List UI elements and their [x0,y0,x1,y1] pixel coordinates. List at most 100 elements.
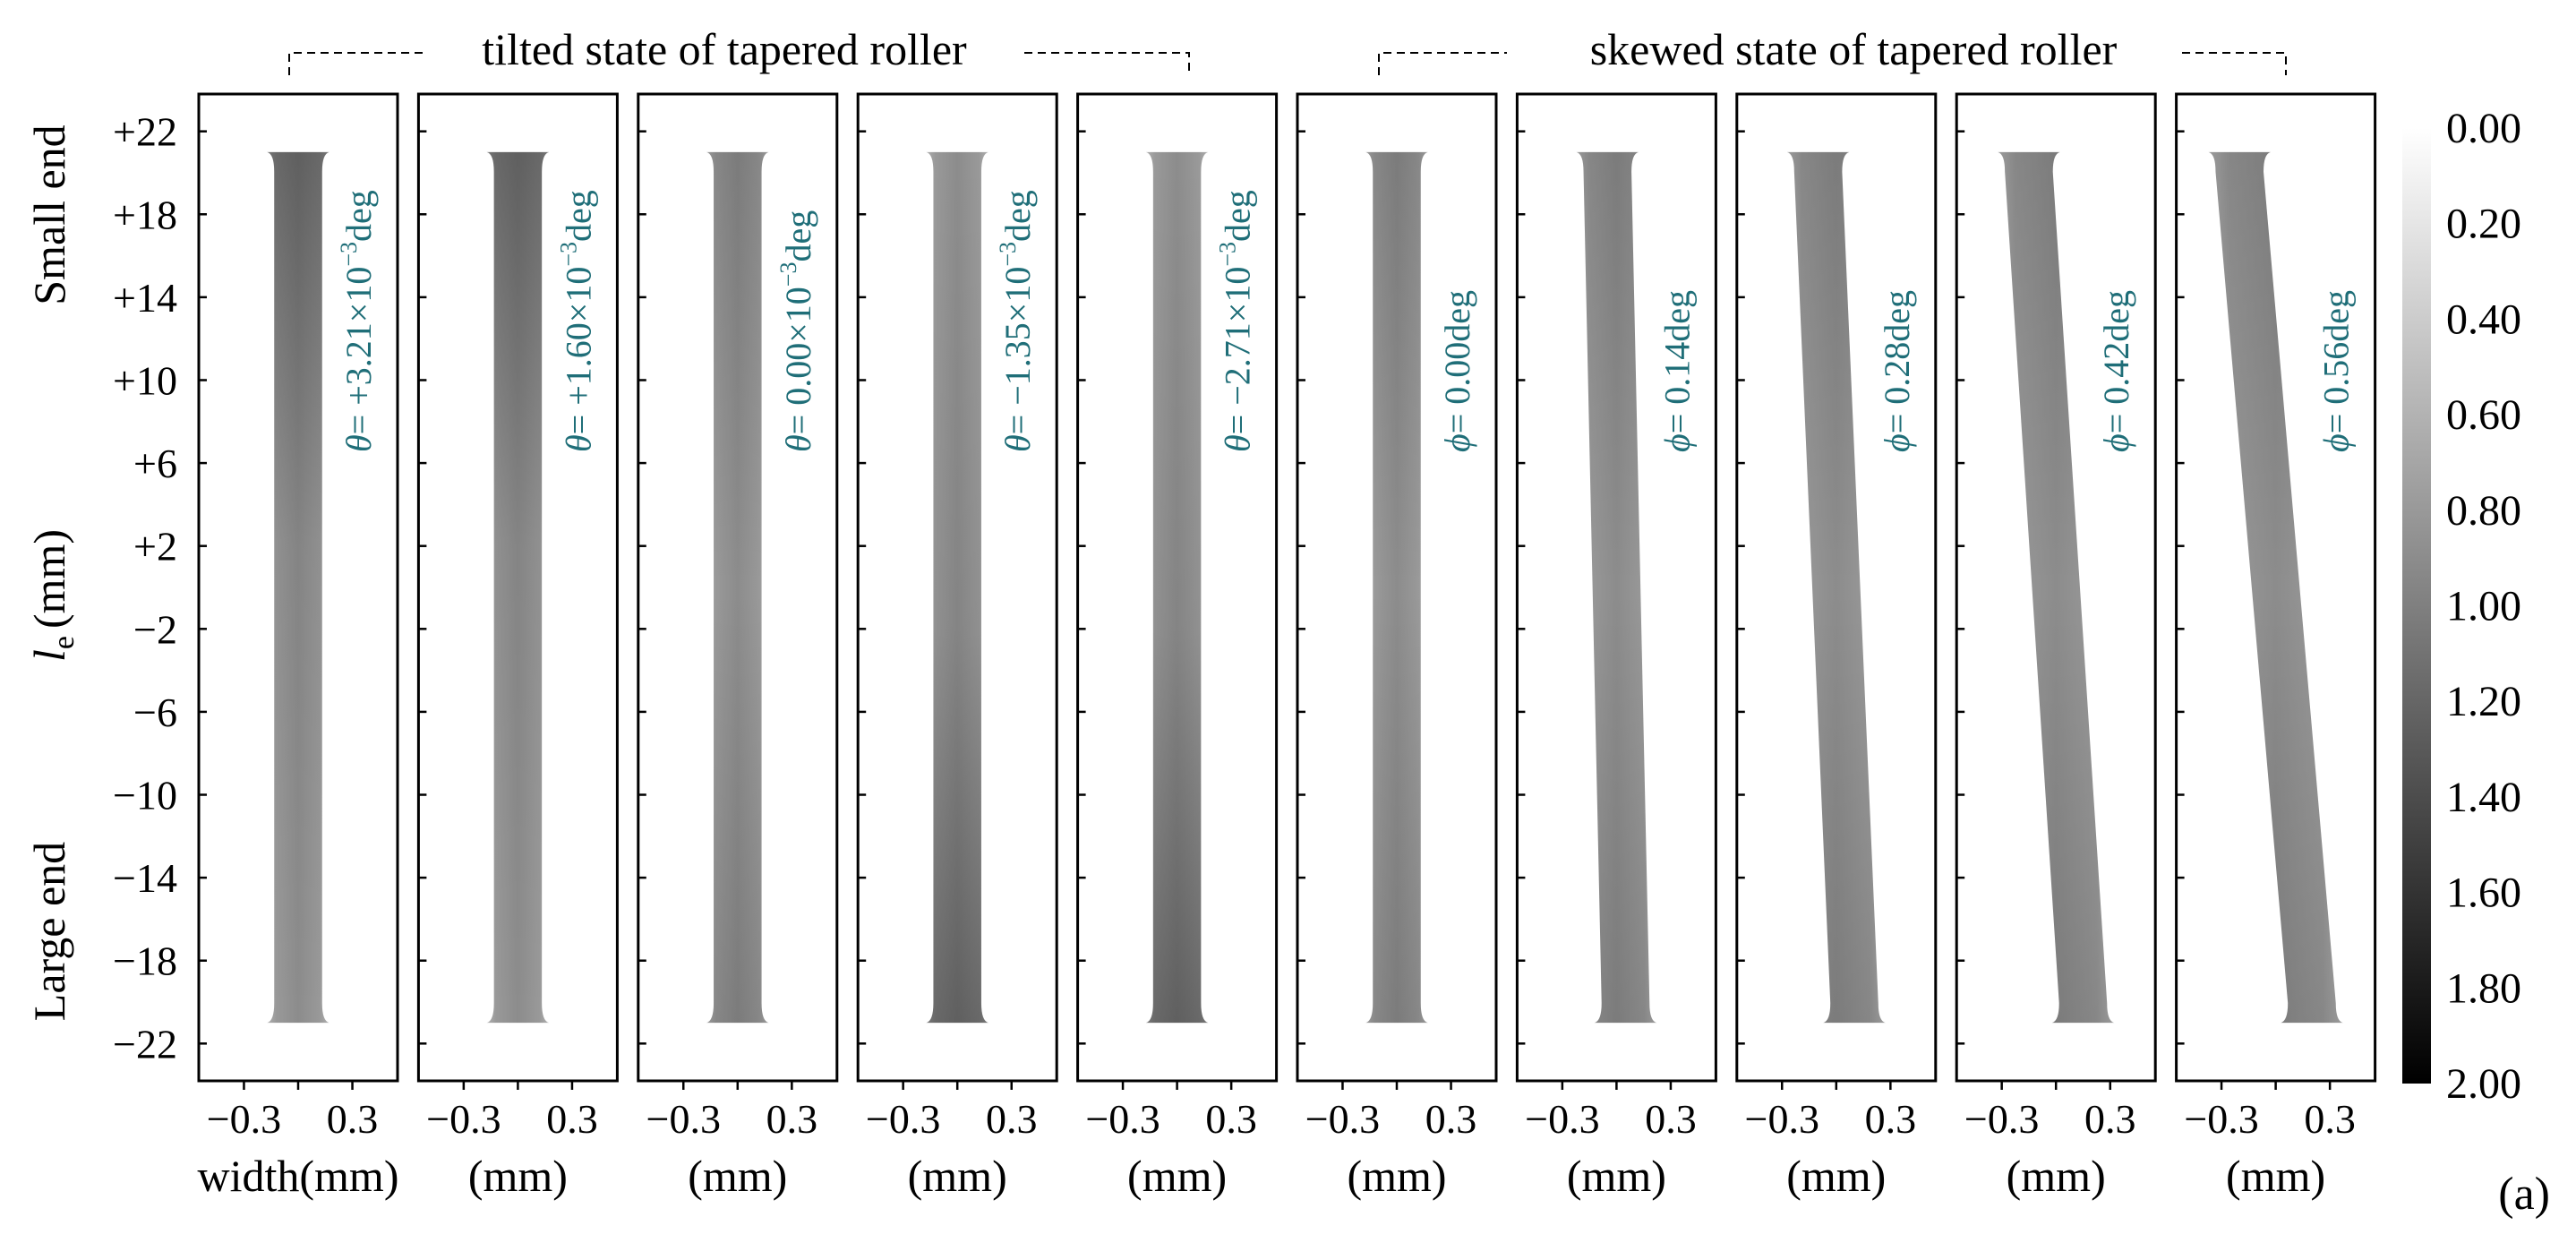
annotation-value: = +3.21×10 [338,267,379,435]
annotation-value: = 0.56deg [2316,290,2357,433]
annotation-symbol: ϕ [1656,433,1697,452]
panel-label: (a) [2498,1169,2550,1220]
colorbar-tick-label: 1.60 [2446,870,2521,917]
panel-annotation: θ= 0.00×10−3deg [775,210,818,452]
x-axis-title: (mm) [1786,1151,1886,1201]
heatmap-panel: −0.3 0.3 (mm) ϕ= 0.42deg [1955,92,2157,1201]
x-axis-title: (mm) [688,1151,787,1201]
y-tick-label: −18 [113,938,177,984]
x-tick-label: −0.3 [2184,1096,2258,1142]
annotation-symbol: θ [338,434,379,452]
x-axis-title: (mm) [2226,1151,2325,1201]
panel-annotation: ϕ= 0.42deg [2096,290,2136,452]
colorbar-tick-label: 0.20 [2446,201,2521,248]
y-axis-subscript: e [47,636,81,649]
panel-annotation: ϕ= 0.14deg [1656,290,1697,452]
roller-edge-loading [926,151,988,1024]
colorbar-tick-label: 2.00 [2446,1060,2521,1108]
annotation-symbol: θ [997,434,1038,452]
annotation-value: = 0.42deg [2096,290,2136,433]
y-tick-label: +14 [113,275,177,321]
annotation-exponent: −3 [1215,242,1241,267]
y-tick-label: −10 [113,773,177,818]
x-tick-label: −0.3 [1525,1096,1599,1142]
colorbar-tick-label: 0.00 [2446,105,2521,152]
colorbar-tick-label: 0.40 [2446,296,2521,343]
annotation-exponent: −3 [336,242,362,267]
x-tick-label: −0.3 [866,1096,940,1142]
panel-annotation: ϕ= 0.28deg [1877,290,1917,452]
x-tick-label: 0.3 [1425,1096,1477,1142]
colorbar-tick-label: 1.80 [2446,964,2521,1012]
annotation-unit: deg [1218,190,1258,242]
panel-annotation: ϕ= 0.00deg [1437,290,1477,452]
x-axis-title: (mm) [2007,1151,2106,1201]
tilted-group-label: tilted state of tapered roller [482,24,967,74]
heatmap-panel: −0.3 0.3 (mm) θ= −1.35×10−3deg [856,92,1058,1201]
colorbar-tick-label: 1.40 [2446,774,2521,821]
roller-edge-loading [1998,151,2115,1024]
x-tick-label: −0.3 [426,1096,501,1142]
panel-annotation: θ= −2.71×10−3deg [1215,190,1258,452]
panel-annotation: θ= +3.21×10−3deg [336,190,379,452]
annotation-value: = +1.60×10 [558,267,598,435]
y-tick-label: +2 [133,524,177,570]
y-tick-label: −22 [113,1021,177,1067]
heatmap-panel: −0.3 0.3 (mm) θ= +1.60×10−3deg [416,92,619,1201]
annotation-symbol: θ [778,434,818,452]
y-axis-title: le (mm) [24,529,81,662]
x-axis-title: (mm) [1127,1151,1227,1201]
annotation-unit: deg [778,210,818,262]
x-tick-label: 0.3 [1645,1096,1697,1142]
annotation-unit: deg [997,190,1038,242]
annotation-unit: deg [338,190,379,242]
x-tick-label: −0.3 [1964,1096,2039,1142]
colorbar: 0.00 0.20 0.40 0.60 0.80 1.00 1.20 1.40 1.60 1.80… [2402,105,2521,1108]
x-axis-title: (mm) [468,1151,568,1201]
roller-edge-loading [1786,151,1886,1024]
skewed-group-bracket [1378,52,2287,75]
x-tick-label: 0.3 [546,1096,598,1142]
x-axis-title: (mm) [1567,1151,1666,1201]
x-tick-label: −0.3 [646,1096,721,1142]
annotation-value: = 0.00×10 [778,287,818,434]
panel-annotation: ϕ= 0.56deg [2316,290,2357,452]
x-axis-title: (mm) [1347,1151,1446,1201]
annotation-symbol: θ [558,434,598,452]
roller-edge-loading [1145,151,1209,1024]
heatmap-panel: −0.3 0.3 width(mm) θ= +3.21×10−3deg [197,92,399,1201]
colorbar-tick-label: 0.60 [2446,391,2521,439]
heatmap-panel: −0.3 0.3 (mm) ϕ= 0.56deg [2175,92,2377,1201]
colorbar-tick-label: 1.20 [2446,678,2521,725]
x-tick-label: 0.3 [1865,1096,1917,1142]
roller-edge-loading [1576,151,1657,1024]
x-tick-label: 0.3 [986,1096,1038,1142]
heatmap-panel: −0.3 0.3 (mm) ϕ= 0.00deg [1296,92,1498,1201]
y-tick-label: −14 [113,855,177,901]
y-tick-label: +22 [113,109,177,155]
annotation-exponent: −3 [555,242,581,267]
annotation-symbol: ϕ [2316,433,2357,452]
y-tick-label: −2 [133,606,177,652]
panel-annotation: θ= −1.35×10−3deg [995,190,1038,452]
y-bottom-end-label: Large end [24,842,74,1021]
annotation-value: = −2.71×10 [1218,267,1258,435]
colorbar-tick-label: 1.00 [2446,583,2521,630]
y-top-end-label: Small end [24,124,74,304]
annotation-unit: deg [558,190,598,242]
colorbar-tick-label: 0.80 [2446,487,2521,535]
y-tick-label: +18 [113,192,177,237]
y-tick-label: +10 [113,357,177,403]
group-brackets: tilted state of tapered roller skewed st… [288,24,2287,75]
annotation-symbol: ϕ [2096,433,2136,452]
annotation-value: = 0.14deg [1656,290,1697,433]
annotation-exponent: −3 [775,262,801,287]
x-tick-label: 0.3 [1205,1096,1257,1142]
tilted-group-bracket [288,52,1190,75]
y-tick-label: −6 [133,690,177,735]
panel-annotation: θ= +1.60×10−3deg [555,190,598,452]
x-tick-label: −0.3 [1305,1096,1380,1142]
annotation-value: = 0.00deg [1437,290,1477,433]
